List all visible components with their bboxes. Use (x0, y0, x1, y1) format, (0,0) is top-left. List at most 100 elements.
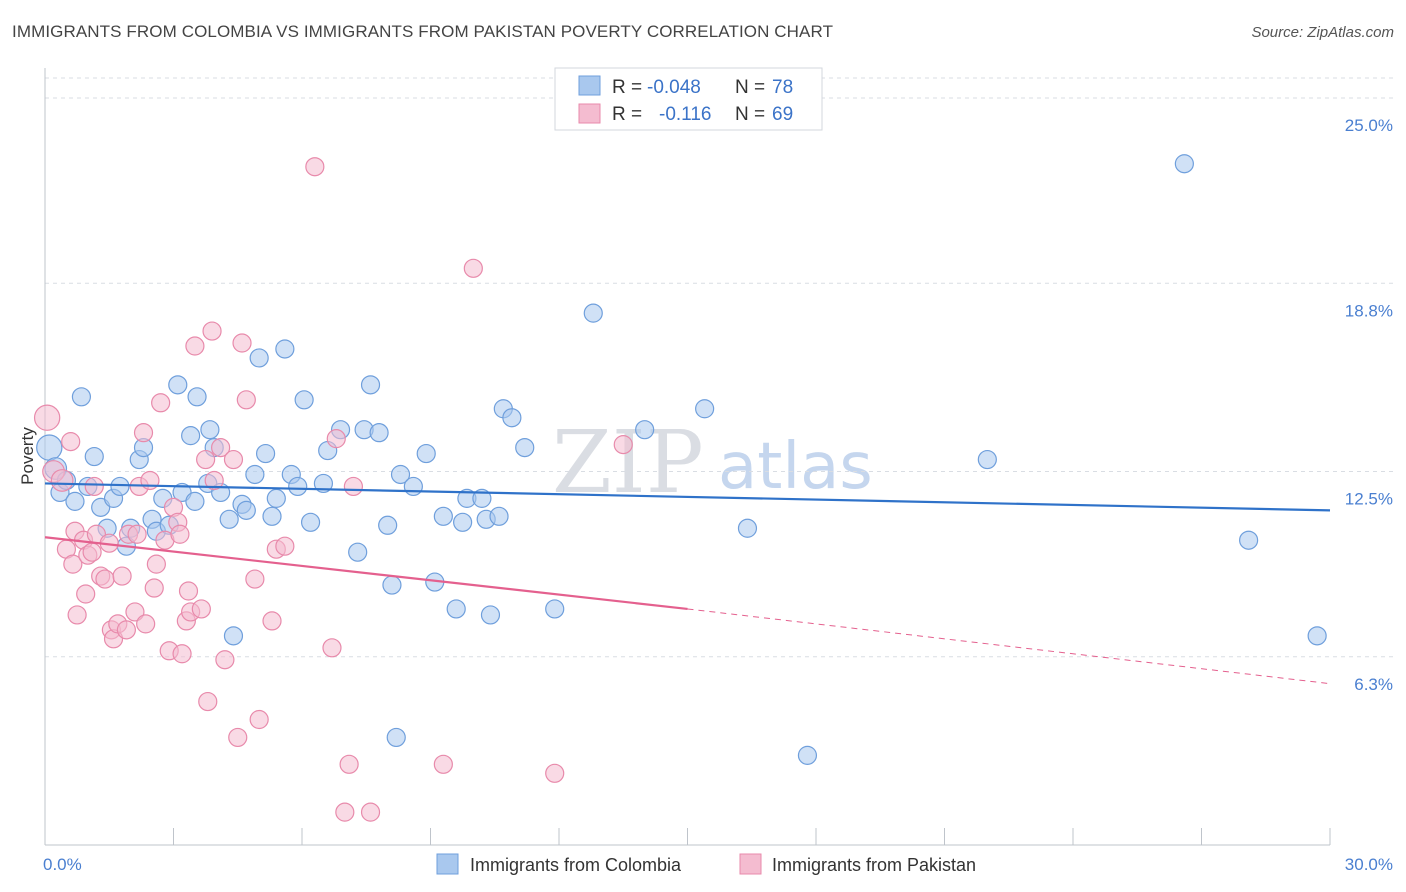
point-colombia (266, 488, 286, 508)
point-colombia (65, 491, 85, 511)
point-pakistan (196, 449, 216, 470)
point-colombia (695, 399, 715, 419)
point-colombia (71, 387, 92, 407)
point-pakistan (223, 449, 244, 470)
point-pakistan (146, 554, 166, 574)
series-pakistan-points (33, 157, 633, 822)
point-colombia (236, 500, 256, 520)
point-pakistan (185, 336, 205, 356)
point-colombia (84, 446, 104, 467)
point-pakistan (133, 423, 154, 443)
point-pakistan (433, 754, 453, 774)
point-colombia (797, 745, 818, 765)
point-pakistan (172, 644, 192, 664)
point-colombia (1307, 626, 1327, 646)
point-colombia (433, 506, 453, 526)
point-colombia (249, 348, 269, 368)
point-colombia (181, 426, 201, 446)
point-pakistan (262, 611, 282, 631)
point-pakistan (136, 614, 156, 634)
point-pakistan (360, 802, 381, 822)
chart-source: Source: ZipAtlas.com (1251, 24, 1394, 41)
trend-line-colombia (44, 482, 1331, 512)
point-colombia (583, 303, 603, 323)
y-tick-label: 18.8% (1345, 301, 1393, 320)
point-pakistan (170, 524, 190, 544)
point-pakistan (326, 429, 346, 449)
point-colombia (168, 375, 188, 395)
y-tick-label: 25.0% (1345, 116, 1393, 135)
x-tick-marks (44, 828, 1331, 845)
point-pakistan (198, 691, 218, 712)
point-pakistan (112, 566, 132, 586)
legend-swatch-pakistan (578, 103, 601, 124)
y-tick-labels: 6.3% 12.5% 18.8% 25.0% (1345, 116, 1393, 694)
point-pakistan (463, 258, 483, 278)
point-colombia (378, 515, 398, 535)
point-colombia (502, 408, 522, 428)
legend-r-value-pakistan: -0.116 (659, 104, 711, 125)
legend-swatch-colombia (578, 75, 601, 96)
trend-line-pakistan (44, 536, 688, 611)
x-tick-label: 30.0% (1345, 855, 1393, 874)
legend-r-label-pakistan: R = (612, 104, 642, 125)
point-colombia (386, 727, 406, 748)
point-colombia (369, 423, 389, 443)
point-pakistan (63, 554, 83, 574)
point-pakistan (76, 584, 96, 604)
point-pakistan (215, 650, 235, 670)
point-colombia (472, 488, 492, 508)
point-pakistan (204, 470, 224, 491)
point-colombia (187, 387, 207, 407)
point-pakistan (151, 393, 171, 413)
point-colombia (489, 506, 509, 526)
point-pakistan (127, 524, 147, 544)
point-colombia (313, 473, 334, 494)
point-pakistan (95, 569, 115, 589)
series-legend-swatch-pakistan (739, 853, 762, 875)
point-pakistan (82, 542, 102, 562)
point-colombia (1174, 154, 1194, 174)
y-tick-label: 12.5% (1345, 490, 1393, 509)
point-colombia (515, 437, 535, 458)
point-pakistan (84, 476, 104, 497)
point-colombia (403, 476, 423, 497)
point-colombia (245, 464, 265, 485)
legend-n-label-colombia: N = (735, 77, 765, 98)
point-pakistan (613, 435, 633, 455)
point-pakistan (116, 620, 136, 640)
trend-line-pakistan-extrapolated (687, 608, 1331, 685)
legend-r-label-colombia: R = (612, 77, 642, 98)
x-tick-labels: 0.0% 30.0% (43, 855, 1393, 874)
point-colombia (275, 339, 295, 359)
series-legend-label-pakistan: Immigrants from Pakistan (772, 855, 976, 875)
point-pakistan (343, 476, 363, 497)
point-colombia (110, 476, 130, 497)
point-colombia (185, 491, 205, 511)
point-pakistan (50, 469, 74, 492)
watermark-zip: ZIP (552, 413, 704, 513)
point-pakistan (228, 727, 248, 748)
point-pakistan (249, 709, 269, 730)
point-pakistan (322, 638, 342, 658)
point-pakistan (245, 569, 265, 589)
point-pakistan (191, 599, 211, 619)
point-colombia (1239, 530, 1259, 550)
point-colombia (200, 420, 220, 440)
point-pakistan (67, 605, 87, 625)
point-pakistan (202, 321, 222, 341)
point-colombia (416, 443, 436, 464)
point-pakistan (339, 754, 359, 774)
point-colombia (300, 512, 321, 532)
point-pakistan (211, 437, 231, 458)
point-pakistan (125, 602, 145, 622)
point-pakistan (236, 390, 256, 410)
point-colombia (294, 390, 314, 410)
point-pakistan (61, 432, 81, 452)
point-colombia (288, 476, 308, 497)
point-pakistan (545, 763, 565, 783)
series-legend-swatch-colombia (436, 853, 459, 875)
trend-lines (44, 482, 1331, 685)
point-pakistan (232, 333, 252, 353)
x-tick-label: 0.0% (43, 855, 82, 874)
